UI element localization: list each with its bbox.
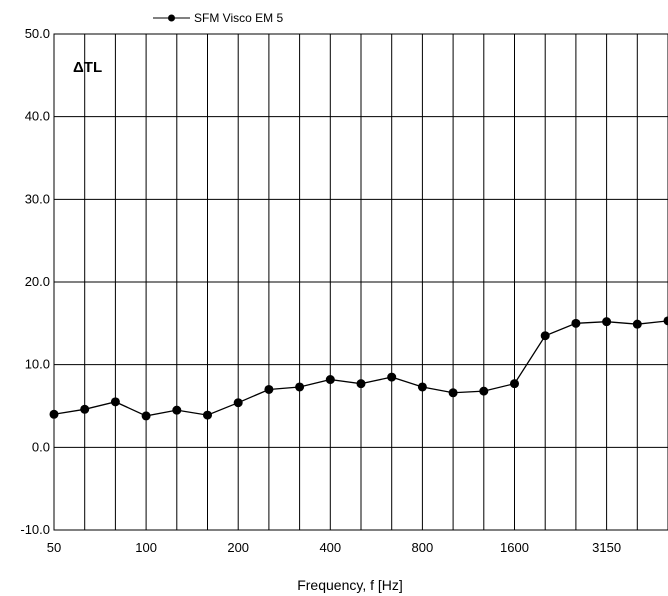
data-point — [387, 372, 397, 382]
x-tick-label: 400 — [319, 540, 341, 555]
data-point — [632, 319, 642, 329]
data-point — [295, 382, 305, 392]
y-tick-labels: -10.0 0.0 10.0 20.0 30.0 40.0 50.0 — [20, 26, 50, 537]
x-tick-label: 100 — [135, 540, 157, 555]
data-point — [233, 398, 243, 408]
delta-tl-annotation: ΔTL — [73, 59, 102, 76]
y-tick-label: 40.0 — [25, 109, 50, 124]
data-point — [141, 411, 151, 421]
x-axis-label: Frequency, f [Hz] — [297, 577, 403, 593]
legend-label: SFM Visco EM 5 — [194, 11, 283, 25]
series-layer — [49, 316, 668, 421]
x-tick-label: 800 — [412, 540, 434, 555]
legend-marker-swatch — [168, 14, 175, 22]
data-point — [479, 386, 489, 396]
x-tick-label: 3150 — [592, 540, 621, 555]
data-point — [172, 405, 182, 415]
x-tick-labels: 50 100 200 400 800 1600 3150 — [47, 540, 621, 555]
y-tick-label: 0.0 — [32, 439, 50, 454]
data-point — [663, 316, 668, 326]
data-point — [602, 317, 612, 327]
data-point — [571, 318, 581, 328]
y-tick-label: -10.0 — [20, 522, 50, 537]
data-point — [203, 410, 212, 420]
data-point — [448, 388, 458, 398]
data-point — [264, 384, 274, 394]
data-point — [510, 379, 519, 389]
x-tick-label: 200 — [227, 540, 249, 555]
y-tick-label: 20.0 — [25, 274, 50, 289]
data-point — [80, 404, 90, 414]
data-point — [110, 397, 120, 407]
legend: SFM Visco EM 5 — [153, 11, 283, 25]
data-point — [325, 375, 335, 385]
x-tick-label: 1600 — [500, 540, 529, 555]
x-tick-label: 50 — [47, 540, 61, 555]
data-point — [417, 382, 427, 392]
y-tick-label: 50.0 — [25, 26, 50, 41]
data-point — [540, 331, 550, 341]
grid — [53, 33, 668, 531]
data-point — [356, 379, 366, 389]
y-tick-label: 10.0 — [25, 357, 50, 372]
data-point — [49, 409, 59, 419]
y-tick-label: 30.0 — [25, 191, 50, 206]
